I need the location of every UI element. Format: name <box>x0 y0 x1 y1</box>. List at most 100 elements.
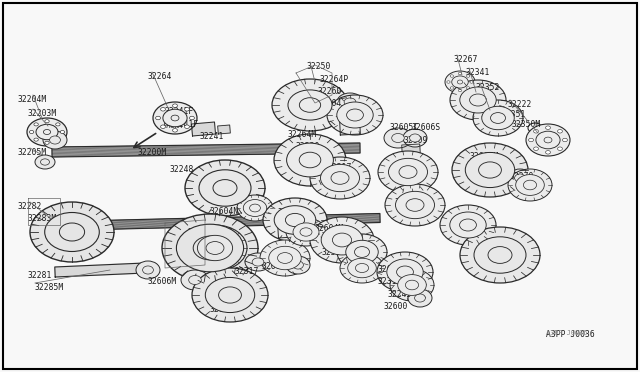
Polygon shape <box>191 122 216 136</box>
Text: 32267: 32267 <box>454 55 478 64</box>
Polygon shape <box>52 143 360 157</box>
Ellipse shape <box>40 159 49 165</box>
Ellipse shape <box>529 138 534 142</box>
Text: 32606S: 32606S <box>412 123 441 132</box>
Ellipse shape <box>45 120 49 123</box>
Ellipse shape <box>450 75 454 77</box>
Ellipse shape <box>452 143 528 197</box>
Ellipse shape <box>544 137 552 143</box>
Ellipse shape <box>385 184 445 226</box>
Text: 32317: 32317 <box>393 165 417 174</box>
Ellipse shape <box>534 147 538 150</box>
Ellipse shape <box>269 246 301 270</box>
Ellipse shape <box>250 204 260 212</box>
Ellipse shape <box>392 134 404 142</box>
Ellipse shape <box>387 259 423 285</box>
Ellipse shape <box>50 136 60 144</box>
Ellipse shape <box>321 164 360 192</box>
Text: 32610M: 32610M <box>210 305 239 314</box>
Ellipse shape <box>545 151 550 154</box>
Text: A3PP J0036: A3PP J0036 <box>546 330 588 336</box>
Ellipse shape <box>34 123 38 126</box>
Ellipse shape <box>378 151 438 193</box>
Text: 32241: 32241 <box>200 132 225 141</box>
Text: 32248: 32248 <box>170 165 195 174</box>
Text: 32352: 32352 <box>476 83 500 92</box>
Ellipse shape <box>470 81 473 83</box>
Ellipse shape <box>536 131 560 149</box>
Polygon shape <box>100 214 380 230</box>
Ellipse shape <box>310 217 374 263</box>
Ellipse shape <box>153 102 197 134</box>
Text: 32609: 32609 <box>278 208 302 217</box>
Ellipse shape <box>346 240 378 264</box>
Ellipse shape <box>237 195 273 221</box>
Text: 32205M: 32205M <box>18 148 47 157</box>
Ellipse shape <box>300 228 312 236</box>
Text: 32282: 32282 <box>18 202 42 211</box>
Ellipse shape <box>482 106 515 130</box>
Ellipse shape <box>474 237 526 273</box>
Ellipse shape <box>399 166 417 178</box>
Ellipse shape <box>189 116 195 120</box>
Ellipse shape <box>337 93 363 111</box>
Ellipse shape <box>300 98 321 112</box>
Ellipse shape <box>30 202 114 262</box>
Text: 32285M: 32285M <box>35 283 64 292</box>
Text: 32283M: 32283M <box>28 214 57 223</box>
Ellipse shape <box>156 116 161 120</box>
Ellipse shape <box>355 247 369 257</box>
Text: 32351: 32351 <box>502 110 526 119</box>
Polygon shape <box>55 263 145 277</box>
Ellipse shape <box>410 134 420 142</box>
Ellipse shape <box>450 87 454 89</box>
Ellipse shape <box>467 75 470 77</box>
Ellipse shape <box>458 72 461 75</box>
Text: 32230: 32230 <box>296 142 321 151</box>
Ellipse shape <box>452 76 468 88</box>
Text: 32245: 32245 <box>388 290 412 299</box>
Ellipse shape <box>184 108 189 111</box>
Text: 32317: 32317 <box>378 277 403 286</box>
Ellipse shape <box>450 212 486 238</box>
Ellipse shape <box>161 108 166 111</box>
Ellipse shape <box>278 253 292 263</box>
Ellipse shape <box>163 109 187 127</box>
Ellipse shape <box>337 234 387 270</box>
Text: 32341: 32341 <box>466 68 490 77</box>
Ellipse shape <box>286 218 326 246</box>
Text: 32317: 32317 <box>395 198 419 207</box>
Ellipse shape <box>310 157 370 199</box>
Ellipse shape <box>292 261 303 269</box>
Ellipse shape <box>534 129 538 133</box>
Text: 32608: 32608 <box>454 216 478 225</box>
Ellipse shape <box>440 205 496 245</box>
Ellipse shape <box>219 287 241 303</box>
Text: 32601A: 32601A <box>378 265 407 274</box>
Ellipse shape <box>458 80 463 84</box>
Ellipse shape <box>460 219 476 231</box>
Ellipse shape <box>183 225 247 271</box>
Ellipse shape <box>162 214 258 282</box>
Ellipse shape <box>45 141 49 144</box>
Text: 32270: 32270 <box>510 172 534 181</box>
Ellipse shape <box>205 278 255 312</box>
Ellipse shape <box>332 233 351 247</box>
Ellipse shape <box>467 87 470 89</box>
Ellipse shape <box>35 155 55 169</box>
Ellipse shape <box>286 256 310 274</box>
Ellipse shape <box>515 174 525 182</box>
Text: 32241F: 32241F <box>165 107 195 116</box>
Ellipse shape <box>450 80 506 120</box>
Ellipse shape <box>415 294 426 302</box>
Text: 32222: 32222 <box>508 100 532 109</box>
Ellipse shape <box>348 258 376 278</box>
Ellipse shape <box>355 263 369 273</box>
Ellipse shape <box>460 227 540 283</box>
Ellipse shape <box>181 270 209 290</box>
Ellipse shape <box>192 268 268 322</box>
Ellipse shape <box>300 152 321 168</box>
Ellipse shape <box>337 102 373 128</box>
Text: 32600: 32600 <box>384 302 408 311</box>
Ellipse shape <box>405 280 419 290</box>
